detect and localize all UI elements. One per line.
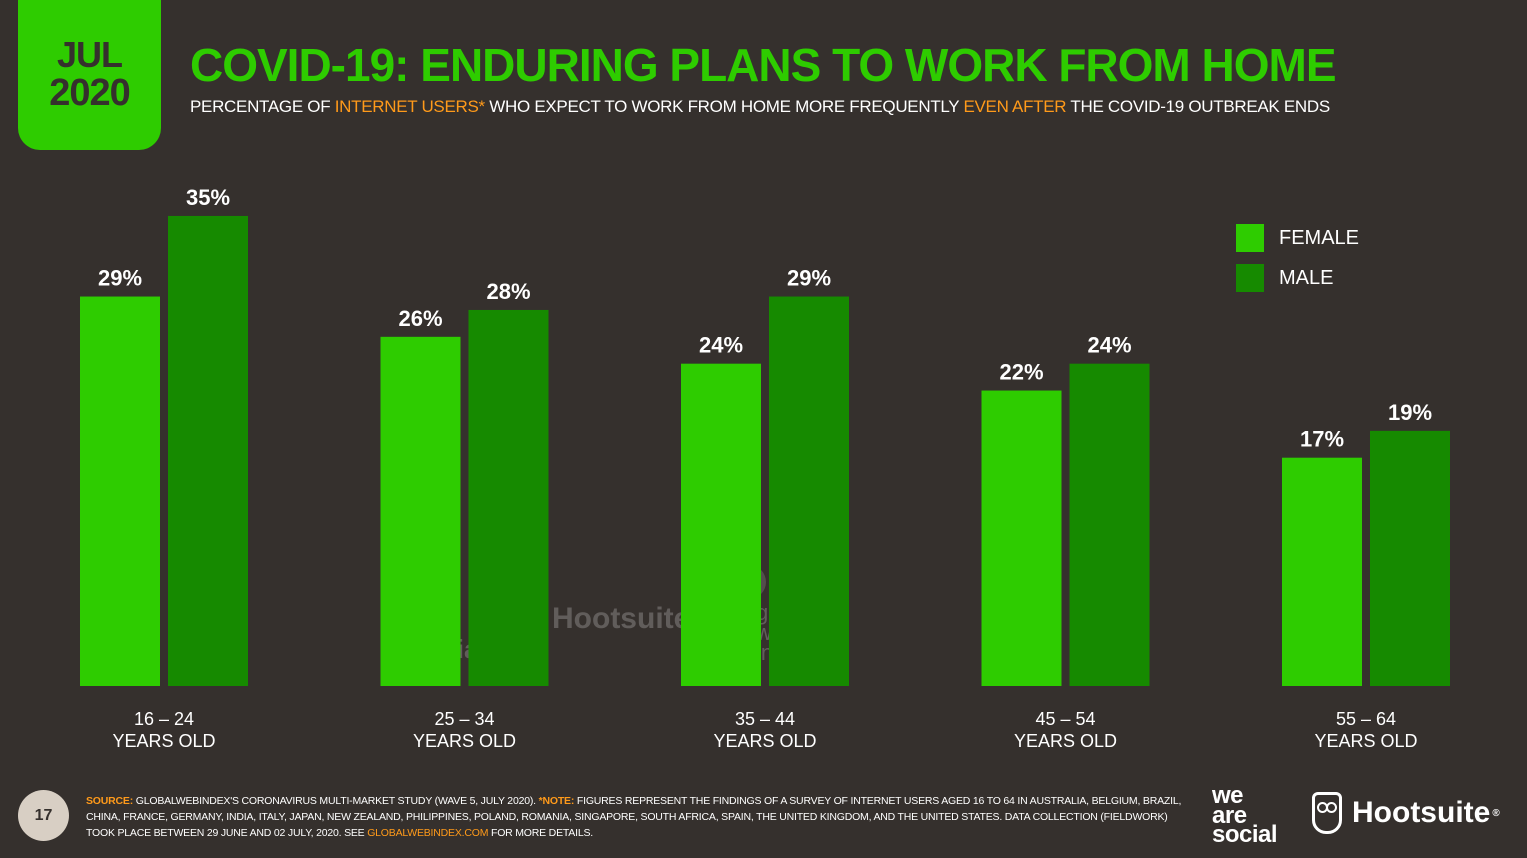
footnote-tail: FOR MORE DETAILS.	[488, 827, 593, 839]
hootsuite-owl-icon	[1312, 792, 1342, 834]
page-title: COVID-19: ENDURING PLANS TO WORK FROM HO…	[190, 39, 1337, 91]
legend-swatch-female	[1236, 224, 1264, 252]
subtitle-part-3: THE COVID-19 OUTBREAK ENDS	[1066, 97, 1330, 116]
legend-label-female: FEMALE	[1279, 226, 1360, 249]
legend-item-female: FEMALE	[1236, 218, 1359, 258]
data-label-female-4: 17%	[1300, 427, 1344, 452]
x-tick-label-years-1: YEARS OLD	[413, 731, 516, 751]
logo-social-text: social	[1212, 821, 1278, 849]
note-text: FIGURES REPRESENT THE FINDINGS OF A SURV…	[86, 795, 1182, 839]
subtitle-highlight-even-after: EVEN AFTER	[963, 97, 1067, 116]
x-tick-label-years-0: YEARS OLD	[112, 731, 215, 751]
x-tick-label-range-1: 25 – 34	[434, 709, 494, 729]
source-label: SOURCE:	[86, 795, 134, 807]
page-subtitle: PERCENTAGE OF INTERNET USERS* WHO EXPECT…	[190, 97, 1330, 117]
data-label-female-3: 22%	[999, 360, 1043, 385]
bar-female-2	[681, 363, 761, 686]
x-tick-label-range-2: 35 – 44	[735, 709, 795, 729]
bar-male-3	[1069, 363, 1150, 686]
subtitle-part-2: WHO EXPECT TO WORK FROM HOME MORE FREQUE…	[484, 97, 964, 116]
bar-male-0	[168, 215, 248, 686]
source-link[interactable]: GLOBALWEBINDEX.COM	[367, 827, 489, 839]
logo-we-text: we	[1212, 782, 1244, 809]
x-tick-label-years-4: YEARS OLD	[1314, 731, 1417, 751]
bar-female-3	[981, 390, 1062, 686]
logo-are-text: are	[1212, 801, 1247, 829]
data-label-male-1: 28%	[486, 279, 530, 304]
page-number: 17	[18, 790, 69, 841]
footnote: SOURCE: GLOBALWEBINDEX'S CORONAVIRUS MUL…	[86, 793, 1186, 841]
data-label-male-3: 24%	[1087, 333, 1131, 358]
we-are-social-logo: we are social	[1212, 782, 1278, 849]
x-tick-label-range-3: 45 – 54	[1035, 709, 1095, 729]
date-badge: JUL 2020	[18, 0, 161, 150]
data-label-female-1: 26%	[398, 306, 442, 331]
data-label-male-0: 35%	[186, 185, 230, 210]
data-label-female-0: 29%	[98, 266, 142, 291]
bar-female-4	[1282, 457, 1362, 686]
chart-legend: FEMALE MALE	[1236, 218, 1359, 298]
x-tick-label-range-0: 16 – 24	[134, 709, 194, 729]
source-text: GLOBALWEBINDEX'S CORONAVIRUS MULTI-MARKE…	[133, 795, 539, 807]
date-year: 2020	[49, 71, 131, 114]
x-tick-label-years-2: YEARS OLD	[713, 731, 816, 751]
hootsuite-logo: Hootsuite ®	[1312, 792, 1500, 834]
bar-male-4	[1370, 430, 1450, 686]
date-month: JUL	[56, 34, 123, 76]
legend-swatch-male	[1236, 264, 1264, 292]
bar-female-1	[380, 336, 461, 686]
note-label: *NOTE:	[538, 795, 575, 807]
bar-female-0	[80, 296, 160, 686]
x-tick-label-years-3: YEARS OLD	[1014, 731, 1117, 751]
watermark-hootsuite-text: Hootsuite	[552, 602, 691, 636]
data-label-male-2: 29%	[787, 266, 831, 291]
bar-male-2	[769, 296, 849, 686]
x-tick-label-range-4: 55 – 64	[1336, 709, 1396, 729]
data-label-male-4: 19%	[1388, 400, 1432, 425]
data-label-female-2: 24%	[699, 333, 743, 358]
subtitle-part-1: PERCENTAGE OF	[190, 97, 335, 116]
legend-item-male: MALE	[1236, 258, 1359, 298]
hootsuite-logo-text: Hootsuite	[1352, 796, 1491, 829]
subtitle-highlight-internet-users: INTERNET USERS*	[334, 97, 485, 116]
legend-label-male: MALE	[1279, 266, 1334, 289]
hootsuite-registered-mark: ®	[1492, 807, 1500, 819]
bar-male-1	[468, 309, 549, 686]
